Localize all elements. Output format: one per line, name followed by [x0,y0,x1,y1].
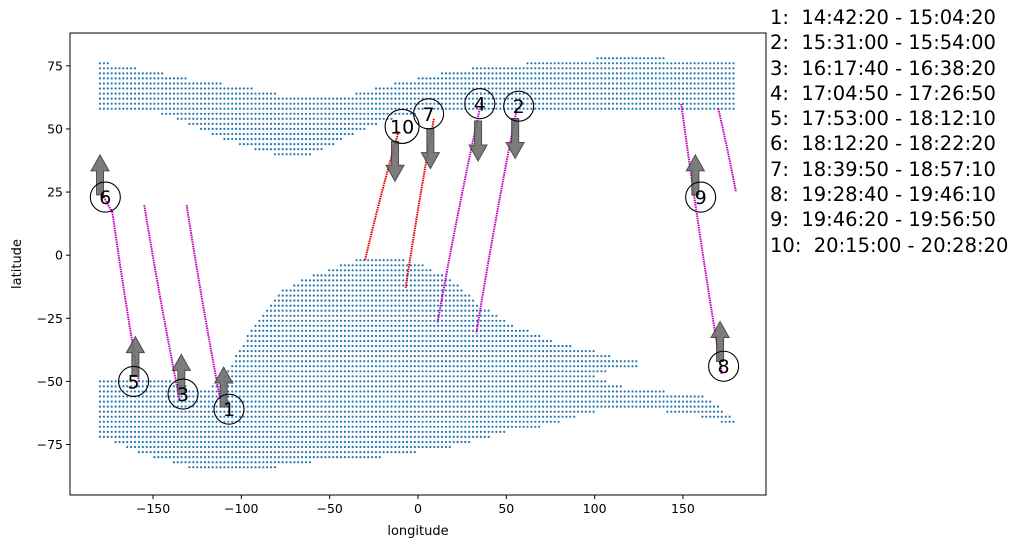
x-tick-label: 100 [583,501,607,516]
y-tick-label: −50 [37,374,63,389]
track-label: 2 [513,96,525,118]
direction-arrow-8 [710,320,730,363]
track-5 [111,212,140,382]
direction-arrow-1 [213,365,234,408]
direction-arrow-10 [385,140,405,183]
direction-arrow-4 [468,120,488,163]
y-tick-label: −25 [37,311,63,326]
track-1 [185,204,222,400]
track-label: 3 [177,384,189,406]
x-axis-label: longitude [387,524,448,539]
track-4 [436,108,481,324]
track-label: 5 [128,371,140,393]
x-tick-label: 0 [414,501,422,516]
track-label-circle [464,88,496,120]
direction-arrow-9 [685,153,706,196]
track-label-circle [89,181,121,213]
direction-arrow-3 [171,353,192,395]
track-7 [404,118,435,289]
legend-item-6: 6: 18:12:20 - 18:22:20 [770,132,996,156]
track-label: 7 [423,104,435,126]
legend-item-8: 8: 19:28:40 - 19:46:10 [770,183,996,207]
land-points [98,57,735,469]
x-tick-label: 50 [498,501,514,516]
direction-arrow-6 [90,153,110,196]
track-label: 1 [223,399,235,421]
track-label-circle [708,350,740,382]
track-label: 10 [390,116,414,138]
satellite-tracks [99,103,737,400]
legend: 1: 14:42:20 - 15:04:20 2: 15:31:00 - 15:… [770,5,1008,258]
y-tick-label: 25 [47,185,63,200]
direction-arrows [90,118,730,408]
track-label: 6 [99,187,111,209]
legend-item-2: 2: 15:31:00 - 15:54:00 [770,31,996,55]
track-label-circle [167,378,199,410]
direction-arrow-2 [505,118,526,160]
legend-item-1: 1: 14:42:20 - 15:04:20 [770,6,996,29]
track-9 [717,108,737,193]
legend-item-3: 3: 16:17:40 - 16:38:20 [770,56,996,80]
x-tick-label: −150 [136,501,170,516]
track-label-circle [503,90,535,122]
track-label: 9 [695,187,707,209]
y-tick-label: 0 [55,248,63,263]
track-labels: 1 2 3 4 5 6 7 8 9 10 [89,88,740,425]
track-label-circle [118,365,150,397]
direction-arrow-5 [125,335,146,378]
track-label-circle [213,393,245,425]
legend-item-9: 9: 19:46:20 - 19:56:50 [770,208,996,232]
y-tick-label: 50 [47,121,63,136]
track-label-circle [685,181,717,213]
legend-item-4: 4: 17:04:50 - 17:26:50 [770,81,996,105]
land-dots [98,57,735,469]
x-axis-ticks: −150 −100 −50 0 50 100 150 [136,495,695,516]
direction-arrow-7 [420,128,441,170]
x-tick-label: −100 [224,501,258,516]
plot-frame [69,32,767,496]
track-label: 4 [474,94,486,116]
y-axis-label: latitude [10,239,25,289]
x-tick-label: −50 [316,501,342,516]
y-tick-label: 75 [47,58,63,73]
track-3 [143,204,181,400]
y-axis-ticks: −75 −50 −25 0 25 50 75 [37,58,70,452]
track-label: 8 [718,356,730,378]
legend-item-10: 10: 20:15:00 - 20:28:20 [770,233,1009,257]
y-tick-label: −75 [37,437,63,452]
track-label-circle [384,108,420,144]
legend-item-5: 5: 17:53:00 - 18:12:10 [770,107,996,131]
legend-item-7: 7: 18:39:50 - 18:57:10 [770,157,996,181]
x-tick-label: 150 [671,501,695,516]
